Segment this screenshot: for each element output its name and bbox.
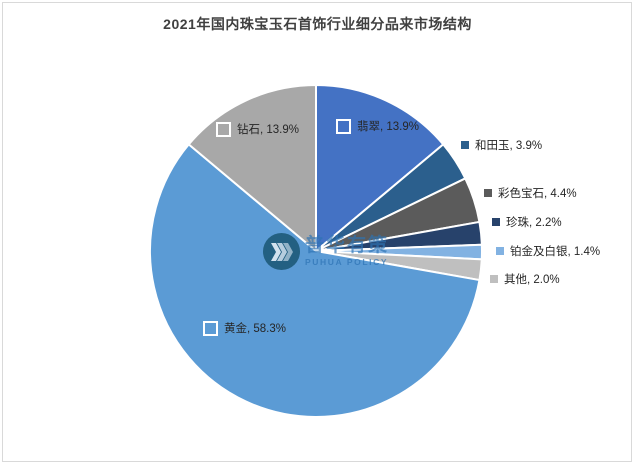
legend-key-icon [461, 141, 469, 149]
pie-label-text: 和田玉, 3.9% [475, 140, 543, 152]
pie-slice-黄金 [149, 143, 481, 418]
legend-key-icon [484, 189, 492, 197]
legend-key-icon [216, 121, 231, 137]
pie-label-other: 其他, 2.0% [490, 271, 560, 287]
pie-label-text: 珍珠, 2.2% [506, 217, 562, 229]
pie-slice-钻石 [187, 84, 317, 252]
pie-label-text: 翡翠, 13.9% [357, 121, 419, 133]
legend-key-icon [336, 118, 351, 134]
legend-key-icon [203, 320, 218, 336]
pie-label-hetian-jade: 和田玉, 3.9% [461, 137, 542, 153]
pie-label-text: 钻石, 13.9% [237, 124, 299, 136]
pie-label-pearl: 珍珠, 2.2% [492, 214, 562, 230]
legend-key-icon [490, 275, 498, 283]
pie-slice-翡翠 [315, 84, 445, 252]
pie-label-diamond: 钻石, 13.9% [216, 121, 299, 137]
pie-label-text: 彩色宝石, 4.4% [498, 188, 577, 200]
pie-label-text: 其他, 2.0% [504, 274, 560, 286]
pie-label-text: 铂金及白银, 1.4% [510, 246, 601, 258]
pie-label-jadeite: 翡翠, 13.9% [336, 118, 419, 134]
pie-label-platinum-silver: 铂金及白银, 1.4% [496, 243, 600, 259]
chart-title: 2021年国内珠宝玉石首饰行业细分品来市场结构 [163, 16, 472, 32]
legend-key-icon [492, 218, 500, 226]
pie-label-colored-gemstone: 彩色宝石, 4.4% [484, 185, 577, 201]
pie-label-text: 黄金, 58.3% [224, 323, 286, 335]
pie-label-gold: 黄金, 58.3% [203, 320, 286, 336]
legend-key-icon [496, 247, 504, 255]
